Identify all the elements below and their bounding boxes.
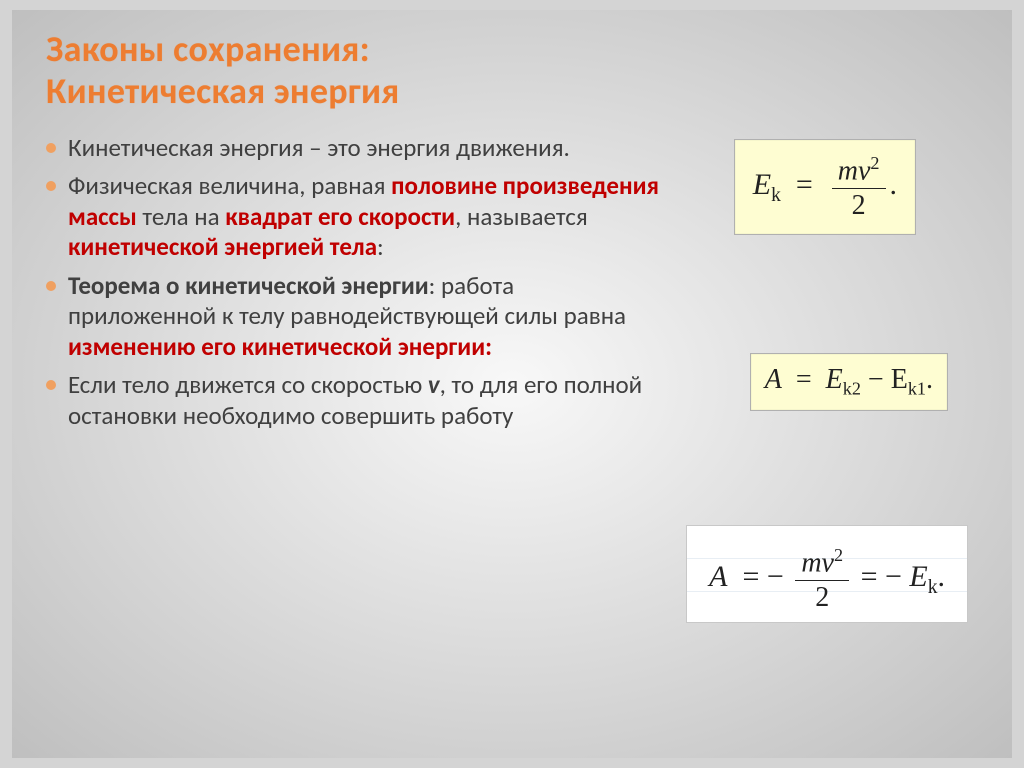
b4-a: Если тело движется со скоростью: [68, 369, 428, 400]
b2-d: :: [377, 231, 384, 262]
title-line-2: Кинетическая энергия: [46, 69, 400, 113]
bullet-1-text: Кинетическая энергия – это энергия движе…: [68, 132, 570, 163]
f1-num: mv: [838, 155, 871, 186]
f2-r1-sub: k2: [843, 379, 861, 399]
bullet-1: Кинетическая энергия – это энергия движе…: [46, 133, 662, 164]
slide: Законы сохранения: Кинетическая энергия …: [12, 10, 1012, 758]
f1-num-sup: 2: [870, 153, 879, 173]
f2-r2-sub: k1: [908, 379, 926, 399]
f3-neg: −: [759, 560, 791, 593]
f1-lhs: E: [753, 168, 771, 201]
f1-fraction: mv2 2: [828, 154, 890, 220]
f3-r: E: [909, 560, 927, 593]
f2-end: .: [926, 364, 933, 395]
f2-lhs: A: [765, 364, 782, 395]
b2-red2: квадрат его скорости: [225, 201, 455, 232]
bullet-4: Если тело движется со скоростью v, то дл…: [46, 370, 662, 431]
b3-bold: Теорема о кинетической энергии: [68, 270, 429, 301]
formula-stopping-work: A = − mv2 2 = − Ek.: [686, 525, 968, 623]
b4-v: v: [428, 369, 440, 400]
f2-r1: E: [826, 364, 843, 395]
f3-num: mv: [801, 547, 834, 578]
f3-num-sup: 2: [834, 545, 843, 565]
content-area: Кинетическая энергия – это энергия движе…: [46, 133, 978, 440]
f2-minus: −: [861, 364, 891, 395]
formula-work-theorem: A = Ek2 − Ek1.: [750, 353, 948, 411]
f3-fraction: mv2 2: [791, 546, 853, 612]
f3-eq2: = −: [853, 560, 909, 593]
f3-lhs: A: [709, 560, 727, 593]
bullet-3: Теорема о кинетической энергии: работа п…: [46, 271, 662, 363]
f1-den: 2: [832, 189, 886, 220]
b3-red: изменению его кинетической энергии:: [68, 331, 492, 362]
f2-r2: E: [891, 364, 908, 395]
slide-title: Законы сохранения: Кинетическая энергия: [46, 28, 978, 113]
b2-red3: кинетической энергией тела: [68, 231, 377, 262]
b2-c: , называется: [455, 201, 588, 232]
formula-kinetic-energy: Ek = mv2 2 .: [734, 139, 916, 235]
text-column: Кинетическая энергия – это энергия движе…: [46, 133, 662, 440]
f3-den: 2: [795, 581, 849, 612]
title-line-1: Законы сохранения:: [46, 27, 370, 71]
bullet-2: Физическая величина, равная половине про…: [46, 171, 662, 263]
f3-end: .: [938, 560, 946, 593]
f1-lhs-sub: k: [771, 185, 781, 206]
bullet-list: Кинетическая энергия – это энергия движе…: [46, 133, 662, 432]
f3-r-sub: k: [928, 577, 938, 598]
b2-b: тела на: [137, 201, 226, 232]
b2-a: Физическая величина, равная: [68, 170, 391, 201]
formula-column: Ek = mv2 2 . A = Ek2 − Ek1. A = − mv2 2 …: [688, 133, 978, 440]
